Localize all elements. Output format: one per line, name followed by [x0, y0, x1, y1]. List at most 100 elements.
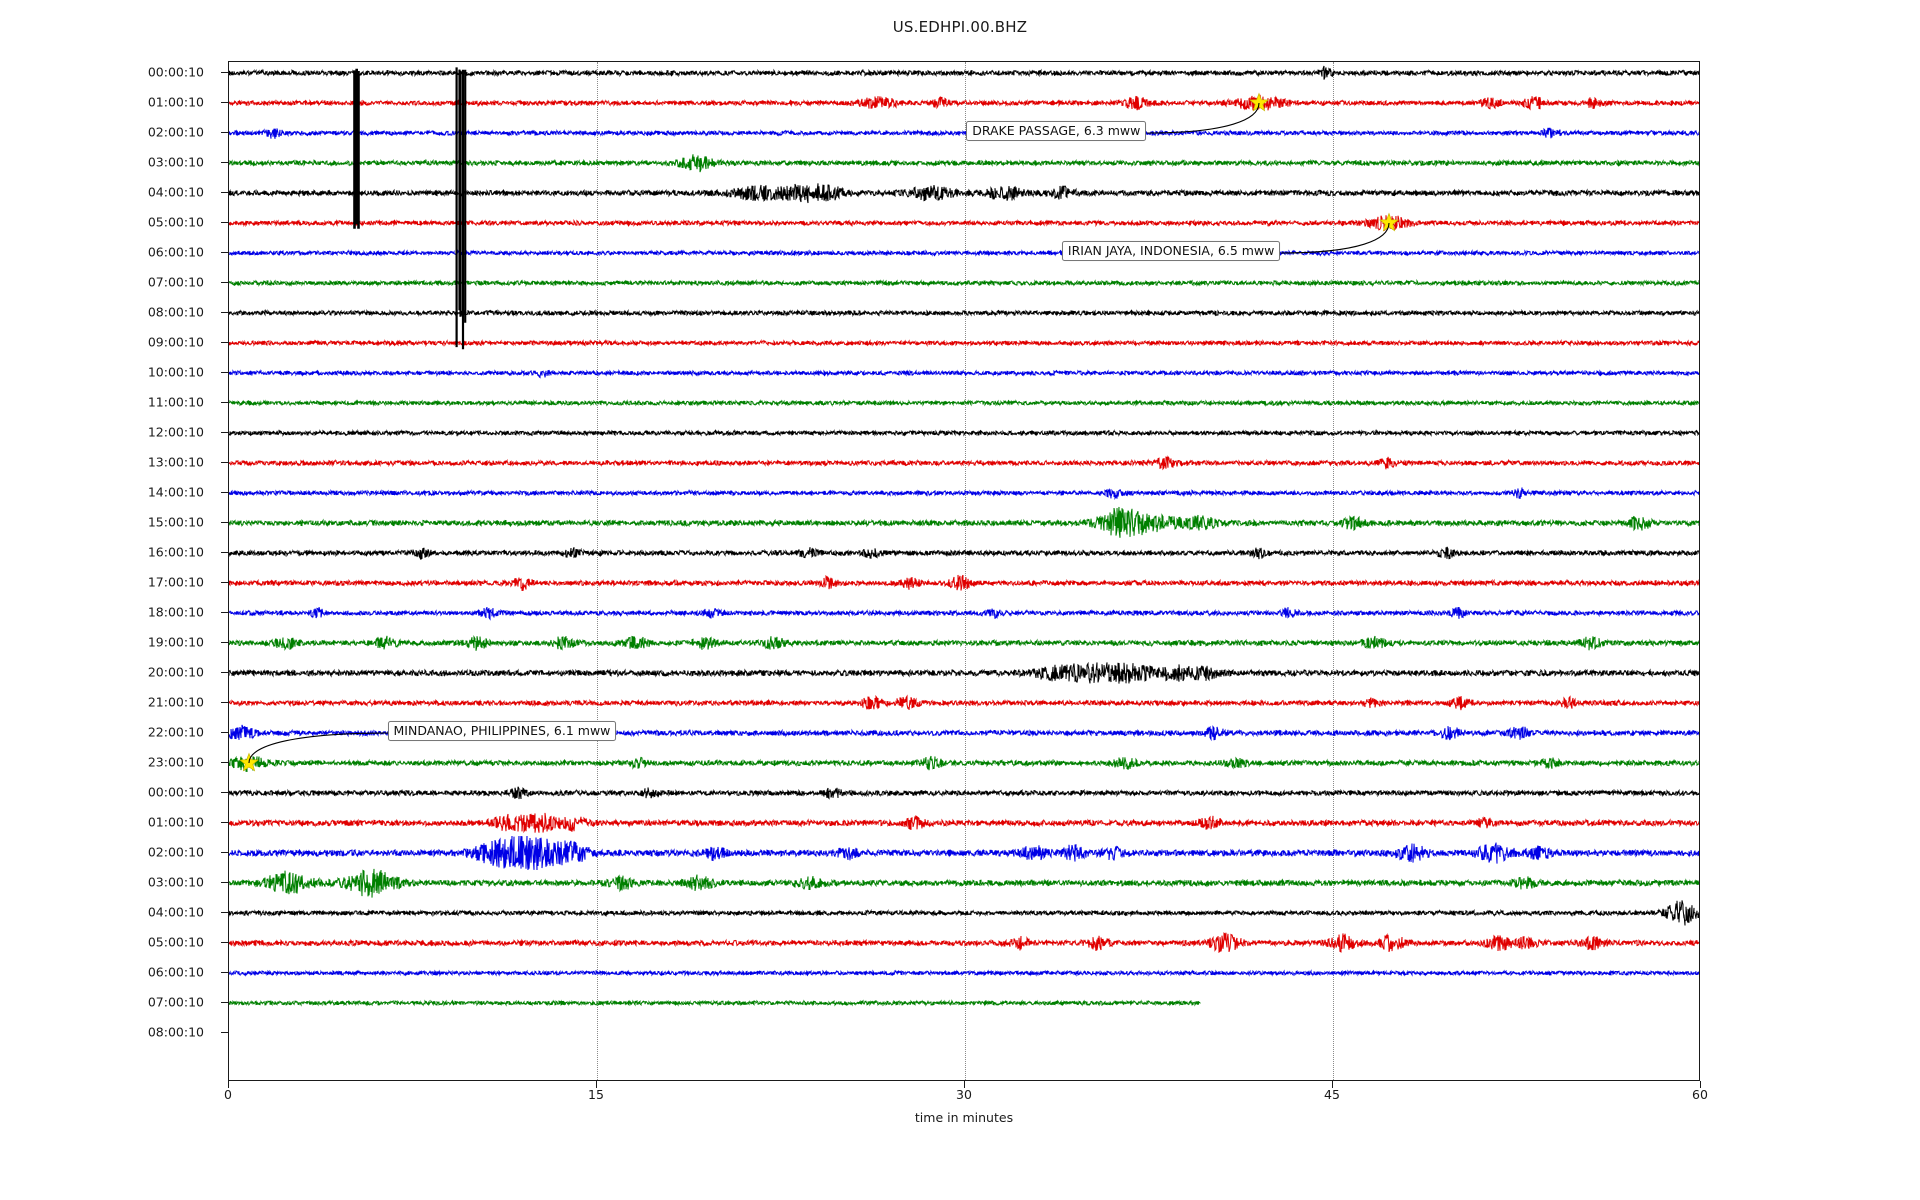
- trace-row: [229, 806, 1699, 840]
- y-tick-mark: [221, 912, 228, 913]
- y-tick-mark: [221, 342, 228, 343]
- y-tick-label: 16:00:10: [147, 544, 204, 560]
- y-tick-label: 11:00:10: [147, 394, 204, 410]
- trace-row: [229, 746, 1699, 780]
- page-title: US.EDHPI.00.BHZ: [892, 18, 1028, 36]
- y-tick-label: 05:00:10: [147, 214, 204, 230]
- y-tick-mark: [221, 732, 228, 733]
- trace-row: [229, 656, 1699, 690]
- y-tick-mark: [221, 882, 228, 883]
- annotation-leader-line: [1281, 222, 1390, 254]
- gridline-30: [965, 62, 966, 1080]
- y-tick-label: 13:00:10: [147, 454, 204, 470]
- trace-row: [229, 506, 1699, 540]
- y-tick-label: 02:00:10: [147, 124, 204, 140]
- y-tick-mark: [221, 222, 228, 223]
- y-tick-label: 15:00:10: [147, 514, 204, 530]
- trace-row: [229, 956, 1699, 990]
- event-annotation[interactable]: MINDANAO, PHILIPPINES, 6.1 mww: [387, 721, 617, 742]
- y-tick-label: 19:00:10: [147, 634, 204, 650]
- y-tick-mark: [221, 852, 228, 853]
- y-tick-mark: [221, 432, 228, 433]
- x-tick-label: 0: [224, 1087, 232, 1102]
- y-tick-label: 18:00:10: [147, 604, 204, 620]
- trace-row: [229, 926, 1699, 960]
- y-tick-mark: [221, 942, 228, 943]
- x-tick-mark: [1700, 1081, 1701, 1088]
- y-tick-label: 03:00:10: [147, 154, 204, 170]
- y-tick-mark: [221, 672, 228, 673]
- trace-row: [229, 896, 1699, 930]
- trace-row: [229, 566, 1699, 600]
- event-annotation[interactable]: DRAKE PASSAGE, 6.3 mww: [966, 121, 1147, 142]
- y-tick-label: 08:00:10: [147, 304, 204, 320]
- y-tick-label: 04:00:10: [147, 184, 204, 200]
- y-tick-mark: [221, 792, 228, 793]
- trace-row: [229, 836, 1699, 870]
- y-tick-label: 22:00:10: [147, 724, 204, 740]
- y-tick-mark: [221, 162, 228, 163]
- y-tick-label: 04:00:10: [147, 904, 204, 920]
- trace-row: [229, 536, 1699, 570]
- event-star-marker: [1379, 212, 1400, 232]
- annotation-leader-line: [1147, 102, 1260, 134]
- y-tick-mark: [221, 1002, 228, 1003]
- event-annotation[interactable]: IRIAN JAYA, INDONESIA, 6.5 mww: [1061, 241, 1281, 262]
- y-tick-label: 21:00:10: [147, 694, 204, 710]
- x-tick-mark: [1332, 1081, 1333, 1088]
- y-tick-mark: [221, 462, 228, 463]
- y-tick-mark: [221, 252, 228, 253]
- x-tick-label: 60: [1692, 1087, 1708, 1102]
- y-tick-mark: [221, 762, 228, 763]
- y-tick-label: 20:00:10: [147, 664, 204, 680]
- y-tick-label: 00:00:10: [147, 784, 204, 800]
- x-tick-label: 15: [588, 1087, 604, 1102]
- y-tick-label: 08:00:10: [147, 1024, 204, 1040]
- y-tick-mark: [221, 612, 228, 613]
- y-tick-mark: [221, 702, 228, 703]
- trace-row: [229, 446, 1699, 480]
- y-tick-mark: [221, 192, 228, 193]
- y-tick-label: 02:00:10: [147, 844, 204, 860]
- y-tick-mark: [221, 582, 228, 583]
- x-tick-mark: [228, 1081, 229, 1088]
- clipped-spike: [455, 67, 467, 350]
- y-tick-mark: [221, 522, 228, 523]
- y-tick-mark: [221, 102, 228, 103]
- trace-row: [229, 866, 1699, 900]
- y-tick-mark: [221, 372, 228, 373]
- y-tick-label: 17:00:10: [147, 574, 204, 590]
- plot-inner: [229, 62, 1699, 1080]
- y-tick-mark: [221, 72, 228, 73]
- y-tick-label: 06:00:10: [147, 964, 204, 980]
- y-tick-label: 23:00:10: [147, 754, 204, 770]
- y-tick-label: 09:00:10: [147, 334, 204, 350]
- x-axis-label: time in minutes: [914, 1110, 1014, 1125]
- y-tick-label: 01:00:10: [147, 94, 204, 110]
- y-tick-mark: [221, 492, 228, 493]
- trace-row: [229, 476, 1699, 510]
- y-tick-label: 14:00:10: [147, 484, 204, 500]
- x-tick-label: 45: [1324, 1087, 1340, 1102]
- y-tick-mark: [221, 402, 228, 403]
- y-tick-label: 07:00:10: [147, 994, 204, 1010]
- x-tick-label: 30: [956, 1087, 972, 1102]
- y-tick-label: 01:00:10: [147, 814, 204, 830]
- trace-row: [229, 596, 1699, 630]
- y-tick-label: 03:00:10: [147, 874, 204, 890]
- y-tick-label: 00:00:10: [147, 64, 204, 80]
- trace-row: [229, 386, 1699, 420]
- plot-area: [228, 61, 1700, 1081]
- trace-row: [229, 686, 1699, 720]
- y-tick-label: 06:00:10: [147, 244, 204, 260]
- y-tick-mark: [221, 312, 228, 313]
- trace-row: [229, 416, 1699, 450]
- x-tick-mark: [596, 1081, 597, 1088]
- y-tick-label: 05:00:10: [147, 934, 204, 950]
- y-tick-mark: [221, 642, 228, 643]
- y-tick-mark: [221, 552, 228, 553]
- y-tick-mark: [221, 282, 228, 283]
- y-tick-mark: [221, 972, 228, 973]
- y-tick-mark: [221, 822, 228, 823]
